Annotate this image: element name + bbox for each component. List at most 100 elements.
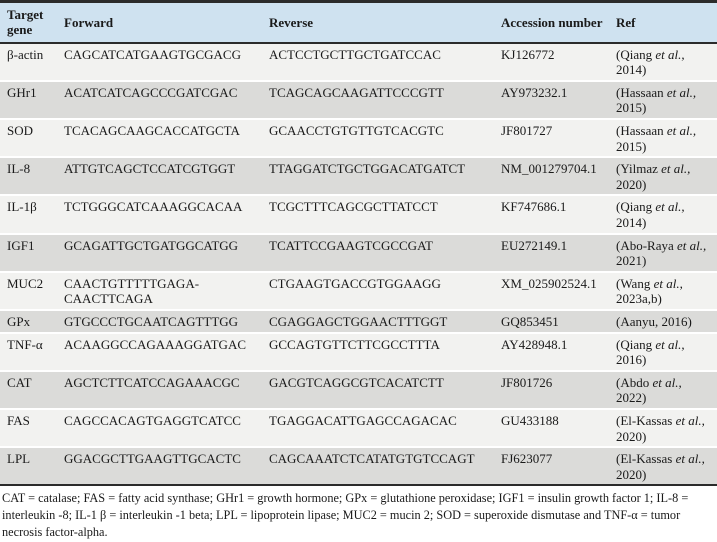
forward-primer-cell: ATTGTCAGCTCCATCGTGGT — [57, 157, 262, 197]
accession-number-cell: GU433188 — [494, 408, 609, 449]
column-header-accession-number: Accession number — [494, 0, 609, 44]
gene-cell: β-actin — [0, 42, 57, 82]
reference-authors: (El-Kassas — [616, 451, 676, 467]
reference-cell: (Yilmaz et al., 2020) — [609, 157, 717, 197]
header-row: Target gene Forward Reverse Accession nu… — [0, 0, 717, 44]
table-row: GHr1 ACATCATCAGCCCGATCGAC TCAGCAGCAAGATT… — [0, 80, 717, 121]
column-header-ref: Ref — [609, 0, 717, 44]
reference-cell: (Qiang et al., 2014) — [609, 42, 717, 82]
accession-number-cell: JF801726 — [494, 370, 609, 410]
accession-number-cell: KF747686.1 — [494, 195, 609, 235]
gene-cell: IL-8 — [0, 157, 57, 197]
reference-authors: (Abdo — [616, 374, 653, 390]
reference-etal: et al., — [655, 336, 685, 352]
accession-number-cell: NM_001279704.1 — [494, 157, 609, 197]
reference-etal: et al., — [655, 199, 685, 215]
accession-number-cell: AY973232.1 — [494, 80, 609, 121]
gene-cell: IGF1 — [0, 233, 57, 273]
gene-cell: CAT — [0, 370, 57, 410]
table-row: IL-8 ATTGTCAGCTCCATCGTGGT TTAGGATCTGCTGG… — [0, 157, 717, 197]
reference-cell: (Aanyu, 2016) — [609, 309, 717, 334]
primers-table: Target gene Forward Reverse Accession nu… — [0, 0, 717, 487]
reference-authors: (Hassaan — [616, 123, 667, 139]
accession-number-cell: EU272149.1 — [494, 233, 609, 273]
reference-year: 2022) — [616, 390, 647, 406]
reference-authors: (Hassaan — [616, 84, 667, 100]
gene-cell: IL-1β — [0, 195, 57, 235]
accession-number-cell: JF801727 — [494, 119, 609, 159]
forward-primer-cell: CAACTGTTTTTGAGA- CAACTTCAGA — [57, 271, 262, 311]
reverse-primer-cell: TTAGGATCTGCTGGACATGATCT — [262, 157, 494, 197]
reference-etal: et al., — [677, 237, 707, 253]
reference-authors: (Qiang — [616, 336, 656, 352]
reference-cell: (Qiang et al., 2014) — [609, 195, 717, 235]
column-header-forward: Forward — [57, 0, 262, 44]
reference-etal: et al., — [661, 161, 691, 177]
reference-cell: (El-Kassas et al., 2020) — [609, 408, 717, 449]
reference-year: 2020) — [616, 466, 647, 482]
reverse-primer-cell: CTGAAGTGACCGTGGAAGG — [262, 271, 494, 311]
reference-etal: et al., — [653, 275, 683, 291]
reference-authors: (Qiang — [616, 46, 656, 62]
table-row: IL-1β TCTGGGCATCAAAGGCACAA TCGCTTTCAGCGC… — [0, 195, 717, 235]
reference-year: 2020) — [616, 428, 647, 444]
table-row: LPL GGACGCTTGAAGTTGCACTC CAGCAAATCTCATAT… — [0, 447, 717, 487]
reverse-primer-cell: ACTCCTGCTTGCTGATCCAC — [262, 42, 494, 82]
reference-cell: (Hassaan et al., 2015) — [609, 119, 717, 159]
reference-authors: (Qiang — [616, 199, 656, 215]
table-row: GPx GTGCCCTGCAATCAGTTTGG CGAGGAGCTGGAACT… — [0, 309, 717, 334]
forward-primer-cell: CAGCATCATGAAGTGCGACG — [57, 42, 262, 82]
reference-etal: et al., — [675, 412, 705, 428]
reference-cell: (Abo-Raya et al., 2021) — [609, 233, 717, 273]
accession-number-cell: AY428948.1 — [494, 332, 609, 372]
reference-etal: et al., — [675, 451, 705, 467]
reverse-primer-cell: TCATTCCGAAGTCGCCGAT — [262, 233, 494, 273]
reference-year: 2023a,b) — [616, 291, 662, 307]
column-header-reverse: Reverse — [262, 0, 494, 44]
reference-authors: (Yilmaz — [616, 161, 662, 177]
gene-cell: GPx — [0, 309, 57, 334]
reverse-primer-cell: GCCAGTGTTCTTCGCCTTTA — [262, 332, 494, 372]
table-row: TNF-α ACAAGGCCAGAAAGGATGAC GCCAGTGTTCTTC… — [0, 332, 717, 372]
table-row: FAS CAGCCACAGTGAGGTCATCC TGAGGACATTGAGCC… — [0, 408, 717, 449]
gene-cell: LPL — [0, 447, 57, 487]
reference-cell: (El-Kassas et al., 2020) — [609, 447, 717, 487]
table-row: MUC2 CAACTGTTTTTGAGA- CAACTTCAGA CTGAAGT… — [0, 271, 717, 311]
accession-number-cell: XM_025902524.1 — [494, 271, 609, 311]
column-header-target-gene: Target gene — [0, 0, 57, 44]
gene-cell: TNF-α — [0, 332, 57, 372]
reference-authors: (El-Kassas — [616, 412, 676, 428]
reference-cell: (Abdo et al., 2022) — [609, 370, 717, 410]
reference-year: 2015) — [616, 100, 647, 116]
reverse-primer-cell: TCAGCAGCAAGATTCCCGTT — [262, 80, 494, 121]
forward-primer-cell: TCACAGCAAGCACCATGCTA — [57, 119, 262, 159]
reference-year: 2014) — [616, 62, 647, 78]
reference-cell: (Hassaan et al., 2015) — [609, 80, 717, 121]
gene-cell: MUC2 — [0, 271, 57, 311]
reverse-primer-cell: GCAACCTGTGTTGTCACGTC — [262, 119, 494, 159]
forward-primer-cell: ACATCATCAGCCCGATCGAC — [57, 80, 262, 121]
table-header: Target gene Forward Reverse Accession nu… — [0, 0, 717, 44]
reverse-primer-cell: TCGCTTTCAGCGCTTATCCT — [262, 195, 494, 235]
table-row: IGF1 GCAGATTGCTGATGGCATGG TCATTCCGAAGTCG… — [0, 233, 717, 273]
reference-authors: (Wang — [616, 275, 654, 291]
reference-authors: (Aanyu, 2016) — [616, 313, 692, 329]
accession-number-cell: GQ853451 — [494, 309, 609, 334]
reference-year: 2020) — [616, 176, 647, 192]
reference-cell: (Wang et al., 2023a,b) — [609, 271, 717, 311]
reverse-primer-cell: CGAGGAGCTGGAACTTTGGT — [262, 309, 494, 334]
accession-number-cell: FJ623077 — [494, 447, 609, 487]
reference-cell: (Qiang et al., 2016) — [609, 332, 717, 372]
forward-primer-cell: TCTGGGCATCAAAGGCACAA — [57, 195, 262, 235]
reference-etal: et al., — [652, 374, 682, 390]
accession-number-cell: KJ126772 — [494, 42, 609, 82]
forward-primer-cell: GGACGCTTGAAGTTGCACTC — [57, 447, 262, 487]
reference-year: 2014) — [616, 215, 647, 230]
reverse-primer-cell: GACGTCAGGCGTCACATCTT — [262, 370, 494, 410]
reference-year: 2015) — [616, 138, 647, 154]
forward-primer-cell: AGCTCTTCATCCAGAAACGC — [57, 370, 262, 410]
reference-year: 2021) — [616, 253, 647, 269]
forward-primer-cell: CAGCCACAGTGAGGTCATCC — [57, 408, 262, 449]
reference-etal: et al., — [666, 84, 697, 100]
